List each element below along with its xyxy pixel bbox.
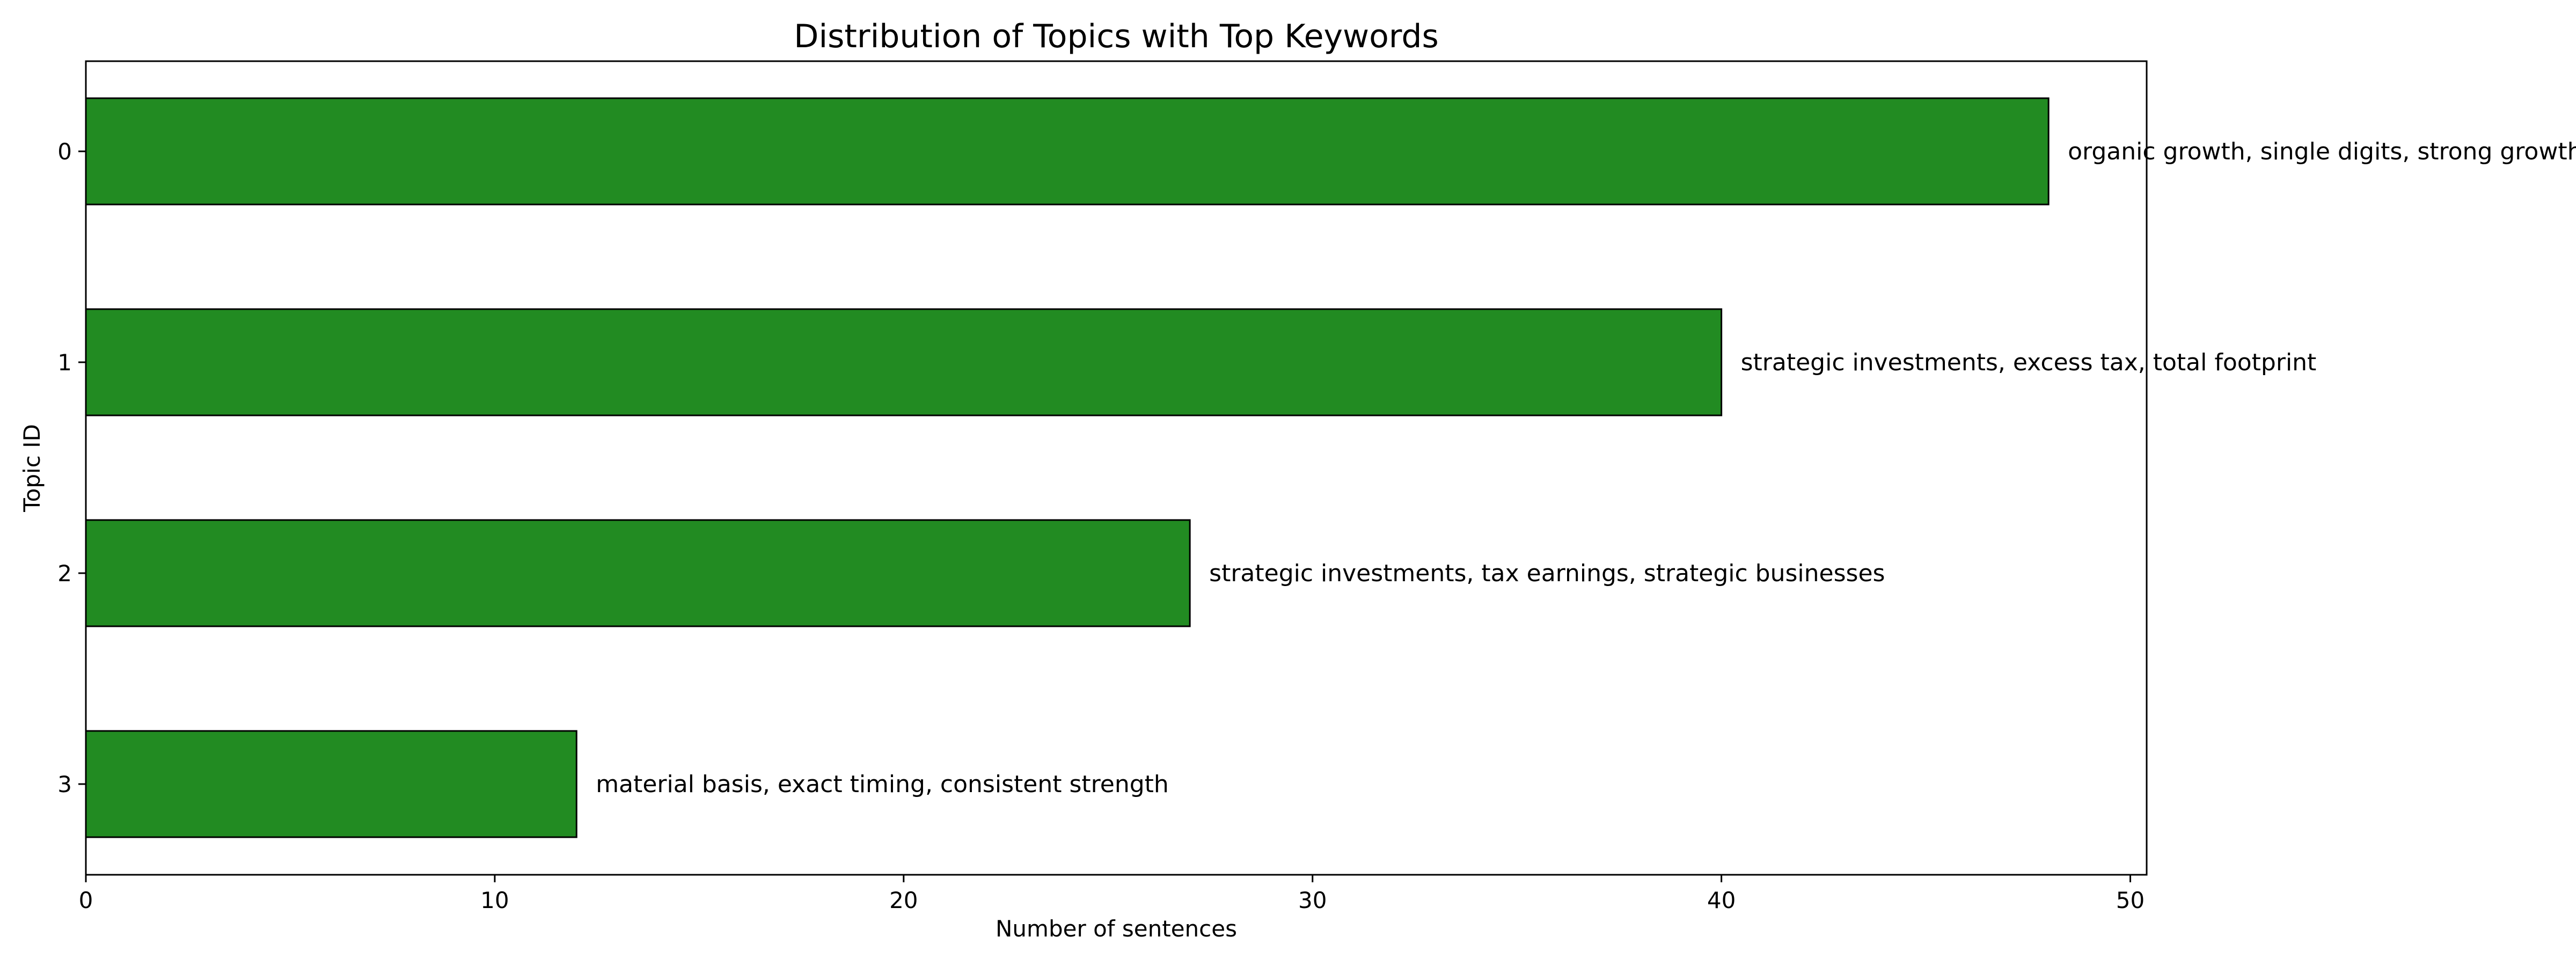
x-tick-label: 0 bbox=[79, 887, 93, 913]
y-tick-label: 2 bbox=[57, 560, 72, 587]
x-tick-label: 20 bbox=[889, 887, 918, 913]
x-axis-ticks: 0 10 20 30 40 50 bbox=[79, 875, 2145, 913]
bar-keywords-label: strategic investments, excess tax, total… bbox=[1741, 349, 2317, 376]
x-tick-label: 10 bbox=[480, 887, 509, 913]
x-tick-label: 30 bbox=[1298, 887, 1327, 913]
chart-title: Distribution of Topics with Top Keywords bbox=[794, 18, 1438, 55]
bar-topic-2 bbox=[85, 519, 1191, 627]
x-axis-label: Number of sentences bbox=[996, 916, 1237, 942]
x-tick-label: 40 bbox=[1707, 887, 1736, 913]
y-axis-ticks: 0 1 2 3 bbox=[57, 138, 86, 797]
y-tick-label: 1 bbox=[57, 349, 72, 376]
bar-keywords-label: organic growth, single digits, strong gr… bbox=[2068, 138, 2576, 165]
y-tick-label: 3 bbox=[57, 771, 72, 797]
y-axis-label: Topic ID bbox=[19, 424, 45, 513]
bar-keywords-label: material basis, exact timing, consistent… bbox=[596, 771, 1168, 798]
bar-labels-group: organic growth, single digits, strong gr… bbox=[596, 138, 2576, 798]
y-tick-label: 0 bbox=[57, 138, 72, 165]
x-tick-label: 50 bbox=[2116, 887, 2145, 913]
plot-frame bbox=[85, 60, 2148, 876]
bar-topic-3 bbox=[85, 730, 577, 838]
bars-group bbox=[85, 97, 2050, 838]
bar-keywords-label: strategic investments, tax earnings, str… bbox=[1209, 560, 1885, 587]
bar-topic-0 bbox=[85, 97, 2050, 206]
bar-topic-1 bbox=[85, 308, 1723, 416]
